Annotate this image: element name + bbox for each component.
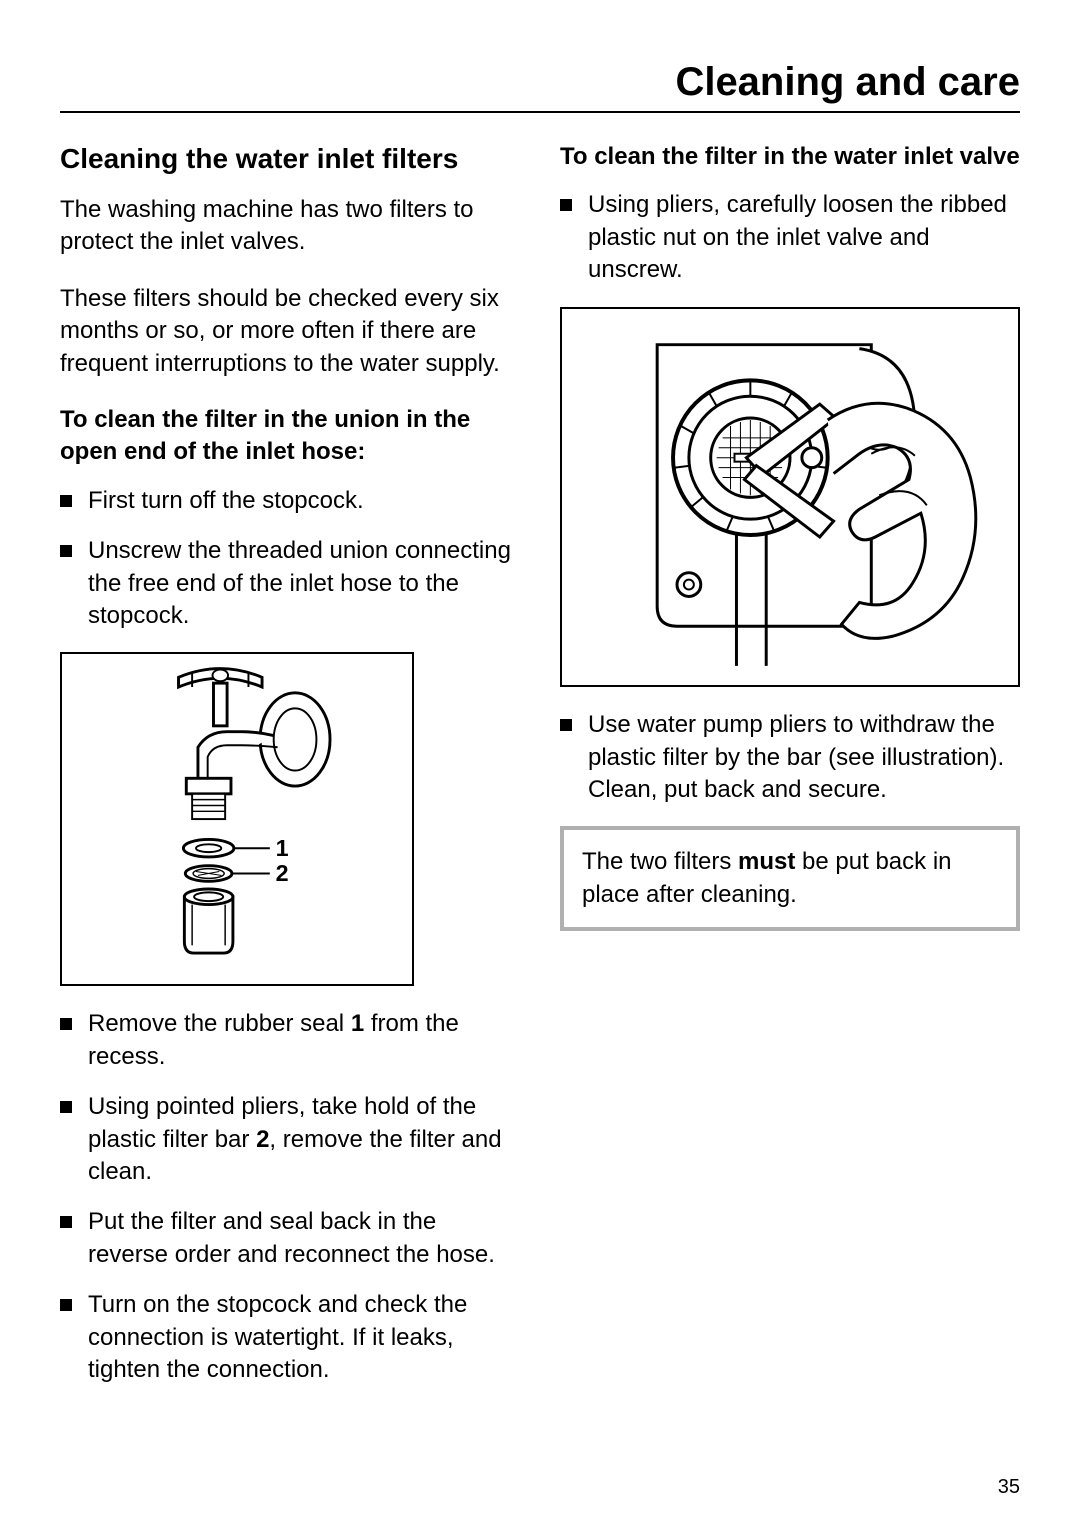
- figure-stopcock: 1 2: [60, 652, 414, 986]
- page-header: Cleaning and care: [60, 60, 1020, 113]
- intro-paragraph-1: The washing machine has two filters to p…: [60, 194, 520, 259]
- manual-page: Cleaning and care Cleaning the water inl…: [0, 0, 1080, 1529]
- step-text: Remove the rubber seal: [88, 1010, 351, 1037]
- intro-paragraph-2: These filters should be checked every si…: [60, 283, 520, 380]
- list-item: Remove the rubber seal 1 from the recess…: [60, 1008, 520, 1073]
- list-item: First turn off the stopcock.: [60, 485, 520, 517]
- right-steps-1: Using pliers, carefully loosen the ribbe…: [560, 189, 1020, 286]
- figure-label-1: 1: [276, 835, 289, 861]
- figure-inlet-valve: [560, 307, 1020, 688]
- note-text: The two filters: [582, 848, 738, 875]
- right-sub-title: To clean the filter in the water inlet v…: [560, 141, 1020, 173]
- left-sub-title: To clean the filter in the union in the …: [60, 404, 520, 469]
- left-steps-2: Remove the rubber seal 1 from the recess…: [60, 1008, 520, 1386]
- left-steps-1: First turn off the stopcock. Unscrew the…: [60, 485, 520, 633]
- list-item: Using pointed pliers, take hold of the p…: [60, 1091, 520, 1188]
- figure-label-2: 2: [276, 861, 289, 887]
- section-title: Cleaning the water inlet filters: [60, 141, 520, 176]
- content-columns: Cleaning the water inlet filters The was…: [60, 141, 1020, 1406]
- note-box: The two filters must be put back in plac…: [560, 826, 1020, 931]
- page-title: Cleaning and care: [675, 60, 1020, 104]
- page-number: 35: [998, 1476, 1020, 1499]
- bold-2: 2: [256, 1126, 269, 1153]
- list-item: Put the filter and seal back in the reve…: [60, 1206, 520, 1271]
- left-column: Cleaning the water inlet filters The was…: [60, 141, 520, 1406]
- right-column: To clean the filter in the water inlet v…: [560, 141, 1020, 1406]
- list-item: Turn on the stopcock and check the conne…: [60, 1289, 520, 1386]
- list-item: Using pliers, carefully loosen the ribbe…: [560, 189, 1020, 286]
- list-item: Use water pump pliers to withdraw the pl…: [560, 709, 1020, 806]
- note-bold: must: [738, 848, 795, 875]
- list-item: Unscrew the threaded union connecting th…: [60, 535, 520, 632]
- bold-1: 1: [351, 1010, 364, 1037]
- right-steps-2: Use water pump pliers to withdraw the pl…: [560, 709, 1020, 806]
